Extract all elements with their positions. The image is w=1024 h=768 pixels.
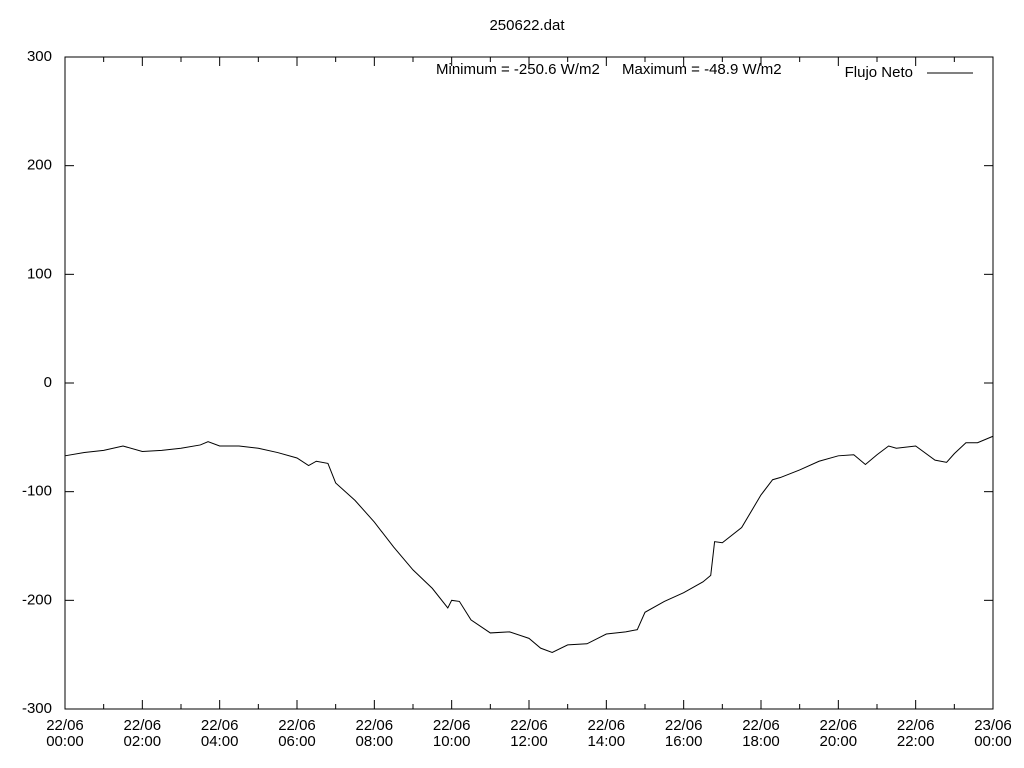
x-tick-label: 22/06 16:00 xyxy=(664,717,703,750)
data-line xyxy=(64,435,994,654)
y-tick-label: -300 xyxy=(22,700,52,717)
y-tick-label: -200 xyxy=(22,591,52,608)
x-tick-label: 22/06 20:00 xyxy=(819,717,858,750)
x-tick-label: 22/06 04:00 xyxy=(200,717,239,750)
y-tick-label: 100 xyxy=(27,265,52,282)
plot-frame xyxy=(64,56,994,710)
x-tick-label: 22/06 10:00 xyxy=(432,717,471,750)
annotation: Minimum = -250.6 W/m2 xyxy=(436,61,600,78)
y-tick-label: 300 xyxy=(27,48,52,65)
chart-title: 250622.dat xyxy=(489,17,565,34)
y-tick-label: 0 xyxy=(44,374,52,391)
x-tick-label: 22/06 06:00 xyxy=(278,717,316,750)
y-tick-label: 200 xyxy=(27,157,52,174)
x-tick-label: 23/06 00:00 xyxy=(974,717,1012,750)
x-tick-label: 22/06 18:00 xyxy=(742,717,780,750)
x-tick-label: 22/06 00:00 xyxy=(46,717,84,750)
x-tick-label: 22/06 08:00 xyxy=(355,717,394,750)
x-tick-label: 22/06 22:00 xyxy=(896,717,935,750)
legend-label: Flujo Neto xyxy=(845,64,913,81)
x-tick-label: 22/06 14:00 xyxy=(587,717,626,750)
annotation: Maximum = -48.9 W/m2 xyxy=(622,61,782,78)
x-tick-label: 22/06 02:00 xyxy=(123,717,162,750)
x-tick-label: 22/06 12:00 xyxy=(510,717,548,750)
y-tick-label: -100 xyxy=(22,483,52,500)
